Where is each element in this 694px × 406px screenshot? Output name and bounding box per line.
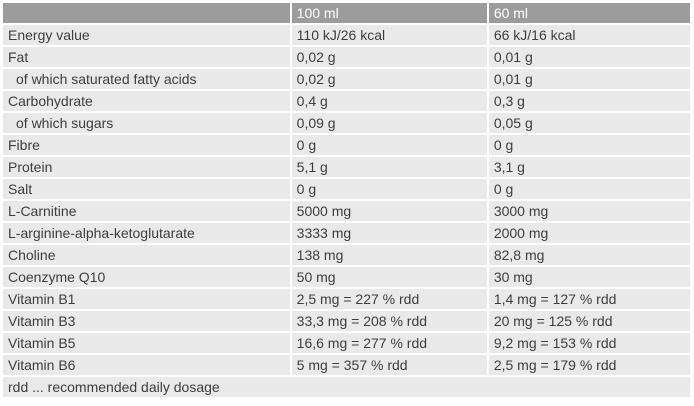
row-label: Fat (3, 47, 290, 67)
value-60ml: 0 g (488, 179, 690, 199)
row-label: L-arginine-alpha-ketoglutarate (3, 223, 290, 243)
table-row: L-arginine-alpha-ketoglutarate 3333 mg 200… (3, 223, 690, 243)
value-60ml: 2000 mg (488, 223, 690, 243)
row-label: Protein (3, 157, 290, 177)
value-60ml: 0,01 g (488, 69, 690, 89)
table-row: Coenzyme Q10 50 mg 30 mg (3, 267, 690, 287)
value-60ml: 66 kJ/16 kcal (488, 25, 690, 45)
table-row: Vitamin B3 33,3 mg = 208 % rdd 20 mg = 125… (3, 311, 690, 331)
row-label: of which saturated fatty acids (3, 69, 290, 89)
table-header: 100 ml 60 ml (3, 3, 690, 23)
value-60ml: 0,01 g (488, 47, 690, 67)
value-100ml: 5 mg = 357 % rdd (291, 355, 487, 375)
row-label: Salt (3, 179, 290, 199)
table-body: Energy value 110 kJ/26 kcal 66 kJ/16 kcal F… (3, 25, 690, 397)
value-100ml: 0,4 g (291, 91, 487, 111)
nutrition-table: 100 ml 60 ml Energy value 110 kJ/26 kcal 6… (1, 1, 692, 399)
table-row: Protein 5,1 g 3,1 g (3, 157, 690, 177)
value-100ml: 2,5 mg = 227 % rdd (291, 289, 487, 309)
value-60ml: 2,5 mg = 179 % rdd (488, 355, 690, 375)
value-100ml: 5000 mg (291, 201, 487, 221)
row-label: Vitamin B6 (3, 355, 290, 375)
value-100ml: 16,6 mg = 277 % rdd (291, 333, 487, 353)
value-100ml: 50 mg (291, 267, 487, 287)
value-100ml: 3333 mg (291, 223, 487, 243)
value-100ml: 138 mg (291, 245, 487, 265)
table-row: Vitamin B6 5 mg = 357 % rdd 2,5 mg = 179 %… (3, 355, 690, 375)
value-60ml: 1,4 mg = 127 % rdd (488, 289, 690, 309)
value-60ml: 3,1 g (488, 157, 690, 177)
row-label: Energy value (3, 25, 290, 45)
table-row: L-Carnitine 5000 mg 3000 mg (3, 201, 690, 221)
value-60ml: 3000 mg (488, 201, 690, 221)
value-100ml: 0,02 g (291, 69, 487, 89)
value-100ml: 33,3 mg = 208 % rdd (291, 311, 487, 331)
value-100ml: 0,02 g (291, 47, 487, 67)
row-label: Carbohydrate (3, 91, 290, 111)
row-label: Fibre (3, 135, 290, 155)
footer-note: rdd ... recommended daily dosage (3, 377, 690, 397)
row-label: of which sugars (3, 113, 290, 133)
value-60ml: 0,05 g (488, 113, 690, 133)
col-header-100ml: 100 ml (291, 3, 487, 23)
value-100ml: 0 g (291, 179, 487, 199)
table-row: Vitamin B1 2,5 mg = 227 % rdd 1,4 mg = 127… (3, 289, 690, 309)
header-row: 100 ml 60 ml (3, 3, 690, 23)
value-60ml: 30 mg (488, 267, 690, 287)
table-row: Choline 138 mg 82,8 mg (3, 245, 690, 265)
row-label: Choline (3, 245, 290, 265)
value-60ml: 82,8 mg (488, 245, 690, 265)
value-60ml: 20 mg = 125 % rdd (488, 311, 690, 331)
table-row: of which saturated fatty acids 0,02 g 0,01… (3, 69, 690, 89)
row-label: Vitamin B3 (3, 311, 290, 331)
table-row: Fat 0,02 g 0,01 g (3, 47, 690, 67)
col-header-60ml: 60 ml (488, 3, 690, 23)
row-label: Coenzyme Q10 (3, 267, 290, 287)
table-row: Vitamin B5 16,6 mg = 277 % rdd 9,2 mg = 15… (3, 333, 690, 353)
table-row: Carbohydrate 0,4 g 0,3 g (3, 91, 690, 111)
value-100ml: 110 kJ/26 kcal (291, 25, 487, 45)
table-row: of which sugars 0,09 g 0,05 g (3, 113, 690, 133)
value-100ml: 0,09 g (291, 113, 487, 133)
row-label: Vitamin B5 (3, 333, 290, 353)
row-label: L-Carnitine (3, 201, 290, 221)
value-100ml: 0 g (291, 135, 487, 155)
value-60ml: 0,3 g (488, 91, 690, 111)
value-60ml: 0 g (488, 135, 690, 155)
col-header-label (3, 3, 290, 23)
footer-row: rdd ... recommended daily dosage (3, 377, 690, 397)
row-label: Vitamin B1 (3, 289, 290, 309)
table-row: Energy value 110 kJ/26 kcal 66 kJ/16 kcal (3, 25, 690, 45)
value-60ml: 9,2 mg = 153 % rdd (488, 333, 690, 353)
value-100ml: 5,1 g (291, 157, 487, 177)
